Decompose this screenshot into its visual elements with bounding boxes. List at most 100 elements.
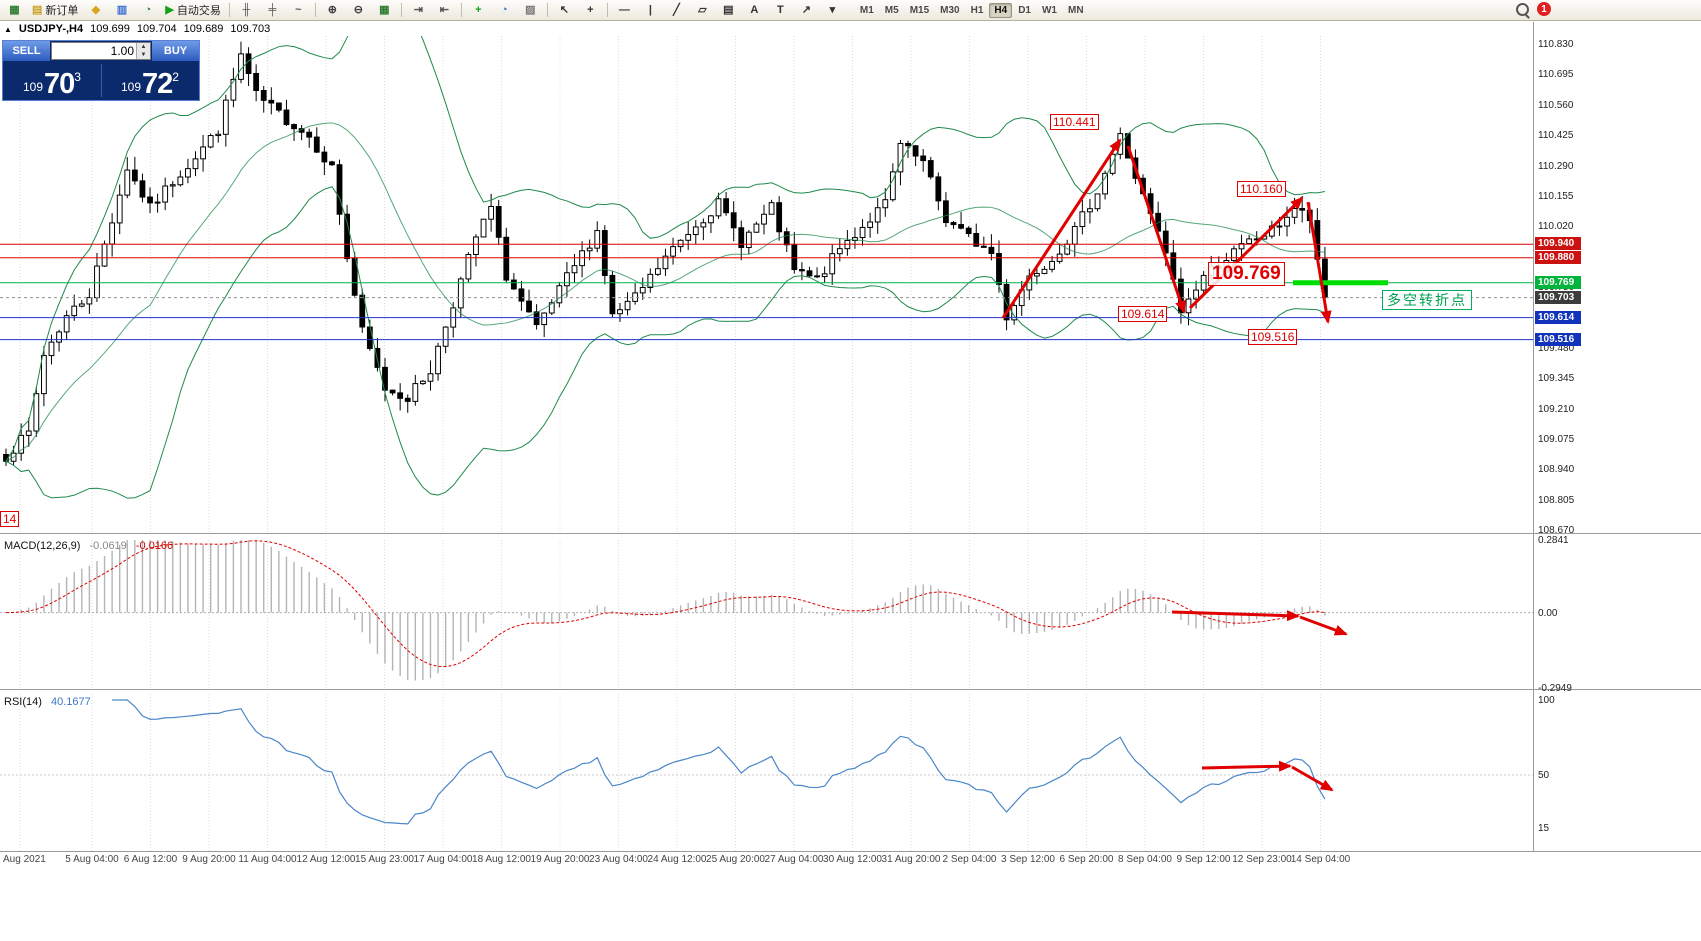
charts-window-icon[interactable]: ▦ (2, 0, 27, 20)
timeframe-button-h4[interactable]: H4 (989, 2, 1013, 18)
macd-signal-value: -0.0166 (135, 540, 174, 552)
timeframe-button-h1[interactable]: H1 (970, 4, 984, 16)
price-annotation: 110.441 (1050, 114, 1099, 130)
market-watch-icon[interactable]: ▥ (109, 0, 134, 20)
trade-panel-controls: SELL ▲ ▼ BUY (3, 41, 199, 61)
line-chart-icon[interactable]: ~ (286, 0, 311, 20)
cursor-icon[interactable]: ↖ (552, 0, 577, 20)
tools-dropdown-icon[interactable]: ▾ (820, 0, 845, 20)
bar-chart-icon[interactable]: ╫ (234, 0, 259, 20)
new-order-button[interactable]: ▤ 新订单 (28, 0, 82, 20)
macd-indicator-label: MACD(12,26,9) -0.0619 -0.0166 (4, 540, 173, 552)
time-axis-label: 6 Sep 20:00 (1059, 854, 1114, 865)
bollinger-lower-line (5, 186, 1326, 499)
zoom-in-icon[interactable]: ⊕ (320, 0, 345, 20)
toolbar-separator (460, 3, 462, 17)
ask-price[interactable]: 109 72 2 (101, 61, 199, 100)
collapse-trade-panel-icon[interactable]: ▲ (4, 24, 12, 34)
price-annotation: 14 (0, 511, 20, 527)
trend-arrow (1171, 610, 1300, 622)
timeframe-button-m30[interactable]: M30 (940, 4, 960, 16)
chart-note-label: 多空转折点 (1382, 290, 1472, 310)
bid-price[interactable]: 109 70 3 (3, 61, 101, 100)
horizontal-line-icon[interactable]: — (612, 0, 637, 20)
crosshair-icon[interactable]: + (578, 0, 603, 20)
new-chart-icon[interactable]: + (466, 0, 491, 20)
rsi-axis-label: 15 (1538, 822, 1550, 834)
price-axis-label: 108.940 (1538, 464, 1575, 476)
trend-arrow (1126, 145, 1186, 314)
cursor-icon: ↖ (559, 3, 569, 16)
timeframe-button-w1[interactable]: W1 (1041, 4, 1057, 16)
chart-canvas[interactable] (0, 0, 1701, 875)
rsi-indicator-label: RSI(14) 40.1677 (4, 696, 91, 708)
auto-trading-button: ▶ (165, 3, 174, 16)
chart-shift-icon[interactable]: ⇤ (432, 0, 457, 20)
trend-arrow (1306, 201, 1332, 324)
period-selector-icon[interactable]: ◔ (492, 0, 517, 20)
volume-stepper: ▲ ▼ (136, 43, 150, 59)
line-chart-icon: ~ (295, 3, 302, 16)
auto-trading-button-label: 自动交易 (176, 5, 221, 17)
ohlc-open: 109.699 (90, 23, 130, 35)
arrow-tool-icon[interactable]: ↗ (794, 0, 819, 20)
price-annotation: 109.516 (1248, 329, 1298, 345)
template-icon: ▨ (525, 3, 536, 16)
time-axis-label: 17 Aug 04:00 (413, 854, 473, 865)
price-annotation: 109.769 (1208, 262, 1285, 286)
macd-name: MACD(12,26,9) (4, 540, 81, 552)
crosshair-icon: + (587, 3, 594, 16)
macd-axis-label: 0.2841 (1538, 534, 1569, 546)
volume-down-icon[interactable]: ▼ (137, 51, 150, 59)
bid-prefix: 109 (23, 80, 44, 94)
timeframe-button-m15[interactable]: M15 (909, 4, 930, 16)
auto-trading-button[interactable]: ▶ 自动交易 (161, 0, 224, 20)
trend-arrow (1201, 760, 1292, 772)
candlestick-chart-icon[interactable]: ╪ (260, 0, 285, 20)
timeframe-button-mn[interactable]: MN (1067, 4, 1084, 16)
notification-badge[interactable]: 1 (1537, 2, 1551, 16)
grid-lines-icon[interactable]: ▤ (716, 0, 741, 20)
tile-windows-icon: ▦ (379, 3, 390, 16)
text-label-icon[interactable]: T (768, 0, 793, 20)
vertical-line-icon[interactable]: | (638, 0, 663, 20)
toolbar-separator (546, 3, 548, 17)
price-axis-label: 110.560 (1538, 99, 1574, 111)
trendline-icon[interactable]: ╱ (664, 0, 689, 20)
timeframe-button-m5[interactable]: M5 (884, 4, 899, 16)
timeframe-button-m1[interactable]: M1 (859, 4, 874, 16)
bar-chart-icon: ╫ (242, 3, 251, 16)
macd-axis-label: -0.2949 (1538, 682, 1572, 694)
sell-button[interactable]: SELL (3, 41, 50, 61)
ask-prefix: 109 (121, 80, 142, 94)
timeframe-button-d1[interactable]: D1 (1018, 4, 1031, 16)
auto-scroll-icon[interactable]: ⇥ (406, 0, 431, 20)
volume-input[interactable] (52, 43, 136, 59)
trend-arrow (1001, 138, 1122, 319)
time-axis-label: 24 Aug 12:00 (647, 854, 707, 865)
history-center-icon[interactable]: ◔ (135, 0, 160, 20)
volume-up-icon[interactable]: ▲ (137, 43, 150, 51)
trend-arrow (1188, 196, 1304, 310)
buy-button[interactable]: BUY (152, 41, 199, 61)
time-axis-label: 2 Sep 04:00 (942, 854, 997, 865)
time-axis-label: 11 Aug 04:00 (238, 854, 297, 865)
text-label-icon: T (777, 3, 784, 16)
price-axis-label: 109.210 (1538, 403, 1575, 415)
text-tool-icon[interactable]: A (742, 0, 767, 20)
channel-icon[interactable]: ▱ (690, 0, 715, 20)
price-axis-label: 110.290 (1538, 160, 1574, 172)
price-axis-label: 109.075 (1538, 433, 1575, 445)
price-axis-label: 110.695 (1538, 69, 1574, 81)
search-icon[interactable] (1516, 2, 1529, 16)
market-watch-icon: ▥ (116, 3, 128, 16)
template-icon[interactable]: ▨ (518, 0, 543, 20)
indicator-list-icon[interactable]: ◆ (83, 0, 108, 20)
price-tag: 109.880 (1535, 250, 1581, 264)
time-axis-label: 27 Aug 04:00 (764, 854, 824, 865)
time-axis-label: 9 Sep 12:00 (1176, 854, 1231, 865)
auto-scroll-icon: ⇥ (413, 3, 423, 16)
tile-windows-icon[interactable]: ▦ (372, 0, 397, 20)
zoom-out-icon[interactable]: ⊖ (346, 0, 371, 20)
new-chart-icon: + (475, 3, 482, 16)
